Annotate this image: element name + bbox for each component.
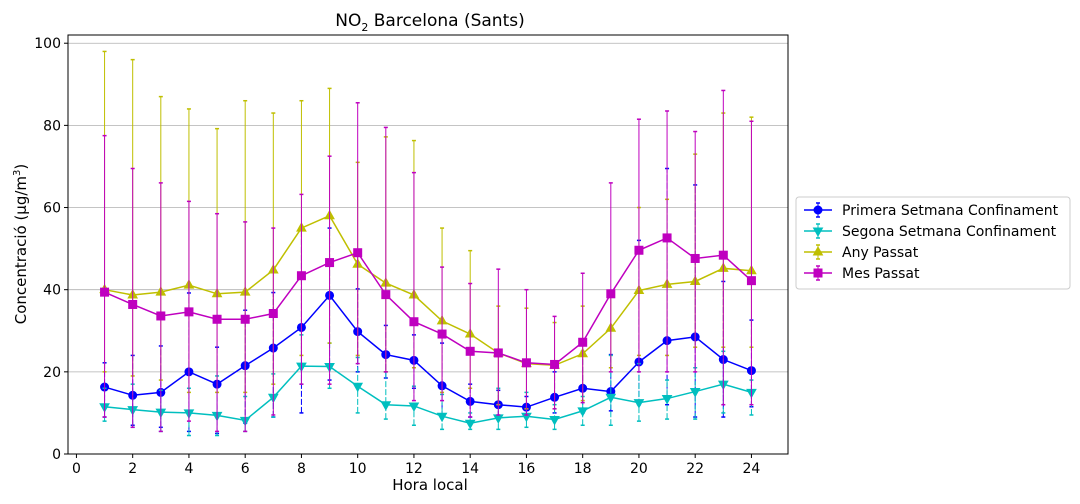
- grid-lines: [68, 42, 788, 455]
- data-point: [662, 233, 672, 243]
- legend: Primera Setmana Confinament Segona Setman…: [795, 196, 1071, 290]
- legend-entry-3: Any Passat: [804, 244, 919, 261]
- y-axis-title: Concentració (μg/m3): [12, 164, 30, 325]
- data-point: [464, 419, 476, 430]
- legend-label: Primera Setmana Confinament: [842, 203, 1059, 219]
- data-point: [606, 289, 616, 299]
- data-point: [268, 309, 278, 319]
- data-point: [437, 329, 447, 339]
- legend-frame: [795, 196, 1071, 290]
- data-point: [325, 258, 335, 268]
- data-point: [409, 317, 419, 327]
- x-tick-label-0: 0: [72, 461, 81, 477]
- data-point: [605, 393, 617, 404]
- y-tick-label-80: 80: [43, 118, 61, 134]
- data-point: [550, 359, 560, 369]
- x-tick-label-10: 10: [349, 461, 367, 477]
- y-tick-label-100: 100: [34, 36, 61, 52]
- data-point: [577, 407, 589, 417]
- y-axis-title-close: ): [12, 164, 30, 170]
- data-point: [465, 346, 475, 356]
- series-4: [100, 89, 756, 433]
- data-point: [436, 412, 448, 423]
- chart-title-subscript: 2: [361, 21, 368, 34]
- x-tick-label-22: 22: [686, 461, 704, 477]
- legend-label: Any Passat: [842, 245, 919, 261]
- chart-title: NO2 Barcelona (Sants): [335, 11, 525, 34]
- legend-entry-4: Mes Passat: [804, 265, 920, 282]
- data-point: [578, 337, 588, 347]
- data-point: [100, 287, 110, 297]
- series-line: [104, 214, 752, 367]
- series-1: [100, 167, 756, 435]
- x-tick-label-14: 14: [461, 461, 479, 477]
- series-line: [104, 294, 752, 408]
- x-tick-label-8: 8: [297, 461, 306, 477]
- data-point: [352, 382, 364, 393]
- chart-title-main: NO: [335, 11, 361, 31]
- data-point: [408, 402, 420, 412]
- series-3: [99, 50, 757, 410]
- data-point: [521, 358, 531, 368]
- legend-marker: [813, 268, 823, 278]
- legend-entry-1: Primera Setmana Confinament: [804, 202, 1059, 219]
- chart-title-rest: Barcelona (Sants): [368, 11, 524, 31]
- x-tick-label-20: 20: [630, 461, 648, 477]
- data-point: [184, 307, 194, 317]
- data-point: [549, 415, 560, 426]
- series-line: [104, 365, 752, 424]
- legend-label: Mes Passat: [842, 266, 920, 282]
- legend-marker: [812, 227, 824, 238]
- legend-entry-2: Segona Setmana Confinament: [804, 223, 1057, 240]
- legend-marker: [812, 245, 824, 256]
- data-point: [718, 250, 728, 260]
- data-point: [746, 276, 756, 286]
- data-point: [296, 271, 306, 281]
- x-tick-label-2: 2: [128, 461, 137, 477]
- series-2: [99, 334, 757, 437]
- data-point: [493, 348, 503, 358]
- data-point: [689, 388, 701, 398]
- y-axis-title-superscript: 3: [12, 170, 23, 176]
- data-point: [633, 399, 645, 409]
- data-point: [353, 248, 363, 258]
- x-tick-label-18: 18: [574, 461, 592, 477]
- legend-marker: [813, 205, 823, 215]
- x-axis-title: Hora local: [392, 476, 468, 494]
- data-point: [661, 395, 673, 405]
- series-line: [104, 237, 752, 366]
- plot-frame: [67, 34, 789, 455]
- x-tick-label-6: 6: [241, 461, 250, 477]
- data-point: [690, 253, 700, 263]
- y-tick-label-40: 40: [43, 283, 61, 299]
- y-axis-title-main: Concentració (μg/m: [12, 176, 30, 324]
- data-point: [381, 290, 391, 300]
- legend-label: Segona Setmana Confinament: [842, 224, 1057, 240]
- y-tick-label-60: 60: [43, 201, 61, 217]
- y-tick-label-0: 0: [52, 447, 61, 463]
- data-point: [240, 314, 250, 324]
- x-tick-label-24: 24: [743, 461, 761, 477]
- x-tick-label-12: 12: [405, 461, 423, 477]
- data-point: [128, 299, 138, 309]
- data-point: [380, 401, 392, 411]
- data-point: [212, 314, 222, 324]
- x-tick-label-4: 4: [184, 461, 193, 477]
- series-layer: [99, 50, 757, 437]
- x-tick-label-16: 16: [518, 461, 536, 477]
- axes: [64, 34, 789, 458]
- data-point: [156, 311, 166, 321]
- y-tick-label-20: 20: [43, 365, 61, 381]
- data-point: [634, 245, 644, 255]
